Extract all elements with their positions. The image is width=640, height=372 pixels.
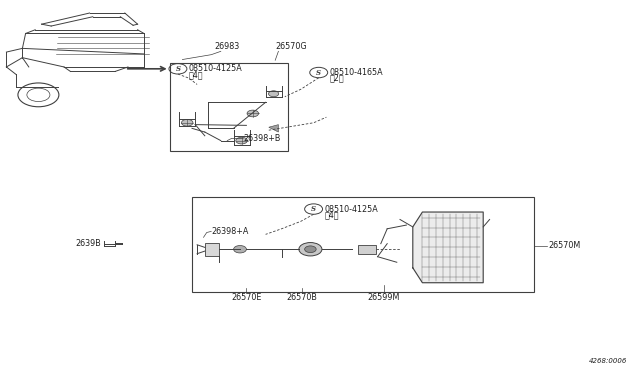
- Polygon shape: [413, 212, 483, 283]
- Text: （4）: （4）: [324, 210, 339, 219]
- Bar: [192, 197, 534, 292]
- Text: 26570G: 26570G: [275, 42, 307, 51]
- Text: 26398+B: 26398+B: [243, 134, 280, 143]
- Circle shape: [269, 91, 279, 97]
- Text: 2639B: 2639B: [76, 239, 101, 248]
- Text: （2）: （2）: [330, 74, 344, 83]
- Text: 08510-4125A: 08510-4125A: [189, 64, 243, 73]
- Bar: [358, 245, 376, 254]
- Text: 26570B: 26570B: [287, 293, 317, 302]
- Circle shape: [299, 243, 322, 256]
- Polygon shape: [269, 125, 278, 132]
- Text: 26398+A: 26398+A: [211, 227, 248, 236]
- Text: 26983: 26983: [214, 42, 239, 51]
- Text: 4268:0006: 4268:0006: [589, 358, 627, 364]
- Text: 26599M: 26599M: [368, 293, 400, 302]
- Circle shape: [305, 246, 316, 253]
- Circle shape: [234, 246, 246, 253]
- Circle shape: [182, 119, 193, 126]
- Bar: [205, 243, 219, 256]
- Bar: [170, 63, 288, 151]
- Text: S: S: [316, 68, 321, 77]
- Text: （4）: （4）: [189, 70, 204, 79]
- Circle shape: [236, 137, 248, 144]
- Text: 08510-4165A: 08510-4165A: [330, 68, 383, 77]
- Text: 26570E: 26570E: [231, 293, 262, 302]
- Circle shape: [247, 110, 259, 117]
- Text: S: S: [311, 205, 316, 213]
- Text: 26570M: 26570M: [548, 241, 580, 250]
- Text: 08510-4125A: 08510-4125A: [324, 205, 378, 214]
- Text: S: S: [175, 65, 180, 73]
